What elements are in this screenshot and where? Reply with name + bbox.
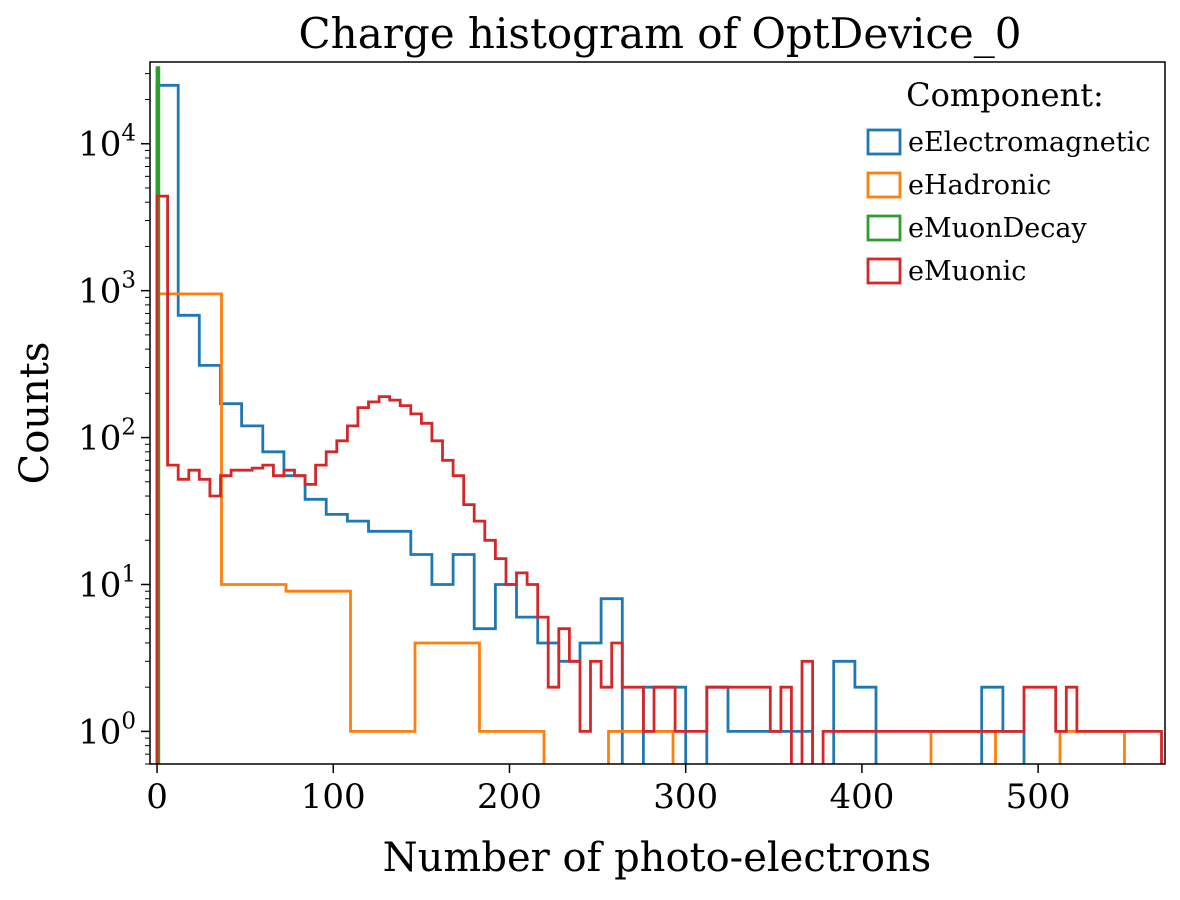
series-emuonic-step xyxy=(155,194,1163,764)
y-tick-label: 103 xyxy=(78,268,136,312)
x-tick-label: 0 xyxy=(146,777,168,817)
plot-frame xyxy=(149,61,1166,765)
legend-entry-label: eElectromagnetic xyxy=(908,127,1150,158)
y-axis-label: Counts xyxy=(12,342,58,485)
y-axis: 100 101 102 103 104 xyxy=(78,73,150,765)
x-tick-label: 200 xyxy=(477,777,542,817)
legend: Component: eElectromagnetic eHadronic eMuo… xyxy=(866,76,1150,287)
y-tick-label: 102 xyxy=(78,415,136,459)
legend-entry-label: eMuonDecay xyxy=(908,213,1088,244)
x-axis-label: Number of photo-electrons xyxy=(383,835,932,881)
x-tick-label: 100 xyxy=(301,777,366,817)
series-layer xyxy=(155,66,1163,764)
legend-swatch xyxy=(866,214,902,242)
x-tick-label: 400 xyxy=(829,777,894,817)
x-tick-label: 300 xyxy=(653,777,718,817)
x-tick-label: 500 xyxy=(1006,777,1071,817)
legend-swatch xyxy=(866,171,902,199)
legend-title: Component: xyxy=(906,76,1104,114)
legend-entry-label: eHadronic xyxy=(908,170,1051,201)
x-axis: 0 100 200 300 400 500 xyxy=(146,764,1071,817)
y-tick-label: 104 xyxy=(78,121,136,165)
legend-entry-label: eMuonic xyxy=(908,256,1026,287)
y-tick-label: 100 xyxy=(78,708,136,752)
legend-swatch xyxy=(866,128,902,156)
series-ehadronic-step xyxy=(155,292,1126,764)
legend-swatch xyxy=(866,257,902,285)
chart-title: Charge histogram of OptDevice_0 xyxy=(299,9,1022,58)
y-tick-label: 101 xyxy=(78,561,136,605)
